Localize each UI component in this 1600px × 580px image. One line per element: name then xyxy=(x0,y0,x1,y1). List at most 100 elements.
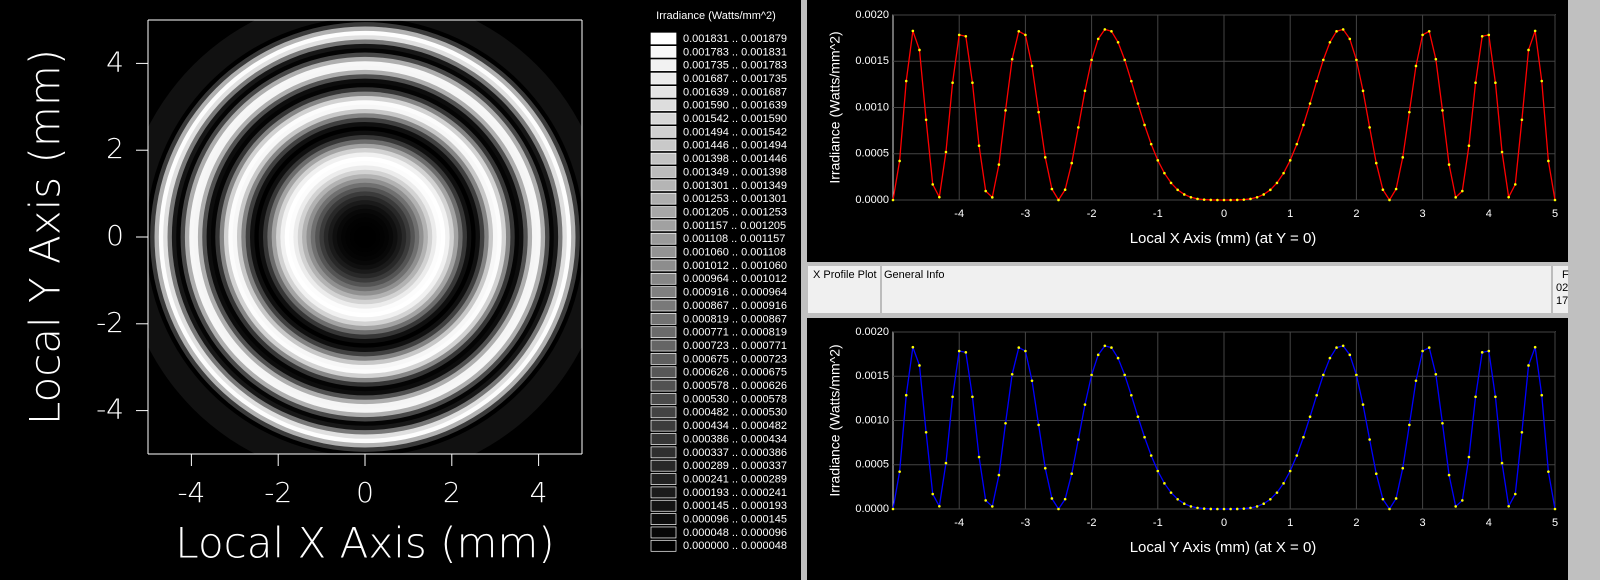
legend-label: 0.000337 .. 0.000386 xyxy=(683,447,787,459)
sample-point xyxy=(971,81,974,85)
sample-point xyxy=(1043,466,1047,470)
sample-point xyxy=(1050,497,1054,500)
sample-point xyxy=(1540,393,1544,397)
cutoff-text: F xyxy=(1562,269,1569,281)
x-tick-label: 1 xyxy=(1287,208,1293,220)
legend-label: 0.000193 .. 0.000241 xyxy=(683,487,787,499)
sample-point xyxy=(1374,161,1378,165)
tab[interactable]: General Info xyxy=(884,269,945,281)
sample-point xyxy=(1547,159,1550,163)
sample-point xyxy=(1447,163,1451,166)
legend-swatch xyxy=(650,473,677,485)
sample-point xyxy=(1096,37,1100,41)
x-tick-label: 0 xyxy=(1221,208,1227,220)
sample-point xyxy=(1394,497,1398,500)
legend-swatch xyxy=(650,99,677,112)
sample-point xyxy=(1163,482,1166,485)
sample-point xyxy=(918,364,921,367)
sample-point xyxy=(1242,507,1246,510)
sample-point xyxy=(944,150,948,154)
sample-point xyxy=(1441,109,1444,112)
sample-point xyxy=(1288,159,1292,162)
sample-point xyxy=(1507,195,1510,199)
sample-point xyxy=(1136,415,1140,418)
sample-point xyxy=(1374,472,1378,475)
x-tick-label: -4 xyxy=(954,517,964,529)
sample-point xyxy=(898,470,901,473)
x-tick-label: -2 xyxy=(264,476,292,509)
sample-point xyxy=(1348,37,1352,41)
sample-point xyxy=(1401,466,1405,470)
x-tick-label: 2 xyxy=(1353,517,1359,529)
x-axis-label: Local X Axis (mm) (at Y = 0) xyxy=(1130,230,1317,247)
sample-point xyxy=(1037,423,1040,427)
sample-point xyxy=(1037,110,1040,114)
sample-point xyxy=(1209,507,1213,511)
sample-point xyxy=(1447,473,1451,477)
sample-point xyxy=(1169,181,1173,185)
sample-point xyxy=(1414,379,1418,383)
sample-point xyxy=(1480,351,1484,354)
y-tick-label: 0.0000 xyxy=(855,503,889,515)
sample-point xyxy=(1394,187,1398,191)
legend-label: 0.001205 .. 0.001253 xyxy=(683,206,787,218)
sample-point xyxy=(1427,346,1431,349)
sample-point xyxy=(1368,126,1371,129)
sample-point xyxy=(1110,346,1113,349)
sample-point xyxy=(1030,379,1034,383)
sample-point xyxy=(1202,198,1206,201)
sample-point xyxy=(1513,183,1517,186)
sample-point xyxy=(1461,499,1464,502)
sample-point xyxy=(1202,507,1206,510)
sample-point xyxy=(1282,171,1285,175)
sample-point xyxy=(1156,159,1160,162)
legend-label: 0.000145 .. 0.000193 xyxy=(683,500,787,512)
sample-point xyxy=(1156,469,1160,473)
x-tick-label: 4 xyxy=(1486,208,1492,220)
legend-swatch xyxy=(650,513,677,525)
sample-point xyxy=(1553,507,1557,511)
splitter[interactable] xyxy=(801,0,807,580)
sample-point xyxy=(1474,81,1477,85)
sample-point xyxy=(1513,492,1517,496)
sample-point xyxy=(1110,29,1113,33)
sample-point xyxy=(964,34,968,38)
sample-point xyxy=(1295,142,1299,146)
x-tick-label: 0 xyxy=(1221,517,1227,529)
sample-point xyxy=(1116,356,1120,360)
sample-point xyxy=(1408,110,1411,114)
x-tick-label: -4 xyxy=(177,476,205,509)
sample-point xyxy=(1090,373,1093,377)
sample-point xyxy=(1408,423,1411,427)
legend-swatch xyxy=(650,459,677,472)
legend-swatch xyxy=(650,419,677,432)
x-tick-label: -4 xyxy=(954,208,964,220)
y-axis-label: Local Y Axis (mm) xyxy=(21,49,70,425)
sample-point xyxy=(1527,364,1530,367)
sample-point xyxy=(1315,79,1318,83)
sample-point xyxy=(1235,507,1239,511)
x-tick-label: 3 xyxy=(1420,208,1426,220)
sample-point xyxy=(1487,33,1491,37)
sample-point xyxy=(1149,454,1153,457)
legend-swatch xyxy=(650,366,677,379)
sample-point xyxy=(1361,403,1365,406)
sample-point xyxy=(1388,507,1391,511)
tab[interactable]: X Profile Plot xyxy=(813,269,877,281)
sample-point xyxy=(1441,421,1444,425)
legend-label: 0.001446 .. 0.001494 xyxy=(683,140,787,152)
sample-point xyxy=(1500,461,1504,465)
sample-point xyxy=(1096,353,1100,357)
y-tick-label: 0.0010 xyxy=(855,414,889,426)
y-tick-label: 0.0015 xyxy=(855,55,889,67)
legend-label: 0.001590 .. 0.001639 xyxy=(683,100,787,112)
sample-point xyxy=(1421,349,1424,353)
sample-point xyxy=(1401,156,1405,159)
sample-point xyxy=(1130,393,1133,397)
sample-point xyxy=(1169,491,1173,494)
sample-point xyxy=(1302,123,1305,127)
x-tick-label: 5 xyxy=(1552,517,1558,529)
legend-swatch xyxy=(650,179,677,192)
sample-point xyxy=(1533,29,1537,33)
